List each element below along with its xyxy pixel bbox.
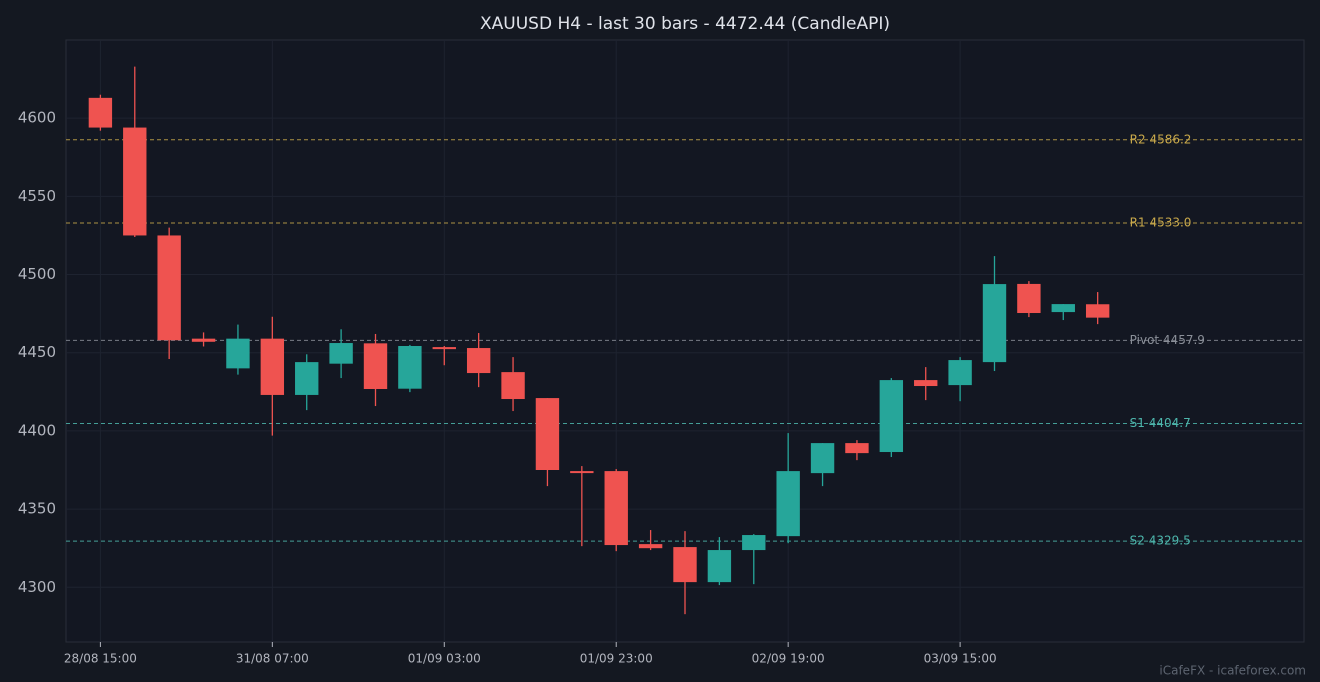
candle-body (982, 284, 1007, 363)
candle-body (501, 372, 525, 400)
candle-body (295, 362, 319, 395)
pivot-label: S2 4329.5 (1130, 534, 1191, 548)
candle-body (810, 443, 835, 474)
candle-body (226, 338, 250, 369)
candle-body (1051, 304, 1075, 313)
candle-body (123, 127, 147, 236)
candle-body (776, 471, 800, 537)
candle-body (879, 380, 904, 453)
candle-body (604, 471, 628, 546)
candle-body (157, 235, 181, 341)
candle-body (948, 360, 972, 386)
x-tick-label: 31/08 07:00 (236, 652, 309, 666)
pivot-label: S1 4404.7 (1130, 416, 1191, 430)
candle-body (466, 348, 491, 374)
y-tick-label: 4350 (18, 500, 56, 518)
y-tick-label: 4400 (18, 421, 56, 439)
candle-body (742, 535, 766, 551)
chart-title: XAUUSD H4 - last 30 bars - 4472.44 (Cand… (480, 14, 890, 34)
y-tick-label: 4500 (18, 265, 56, 283)
watermark: iCafeFX - icafeforex.com (1159, 664, 1306, 678)
candle-body (845, 443, 869, 454)
x-tick-label: 01/09 03:00 (408, 652, 481, 666)
candle-body (707, 550, 732, 583)
candle-body (88, 97, 113, 128)
candle-body (570, 471, 594, 474)
x-tick-label: 01/09 23:00 (580, 652, 653, 666)
candle-body (363, 343, 388, 390)
candle-body (398, 346, 422, 389)
candle-body (1085, 304, 1110, 318)
candle-body (673, 547, 697, 583)
y-tick-label: 4600 (18, 109, 56, 127)
pivot-label: R2 4586.2 (1130, 132, 1192, 146)
candle-body (535, 398, 560, 470)
x-tick-label: 03/09 15:00 (924, 652, 997, 666)
candle-body (260, 338, 285, 395)
x-tick-label: 28/08 15:00 (64, 652, 137, 666)
y-tick-label: 4550 (18, 187, 56, 205)
candle-body (638, 544, 663, 549)
candle-body (191, 338, 216, 342)
y-tick-label: 4300 (18, 578, 56, 596)
pivot-label: R1 4533.0 (1130, 215, 1192, 229)
candle-body (329, 343, 353, 364)
candle-body (1017, 283, 1041, 314)
x-tick-label: 02/09 19:00 (752, 652, 825, 666)
pivot-label: Pivot 4457.9 (1130, 333, 1205, 347)
candle-body (432, 347, 456, 350)
candle-body (914, 380, 938, 387)
y-tick-label: 4450 (18, 343, 56, 361)
